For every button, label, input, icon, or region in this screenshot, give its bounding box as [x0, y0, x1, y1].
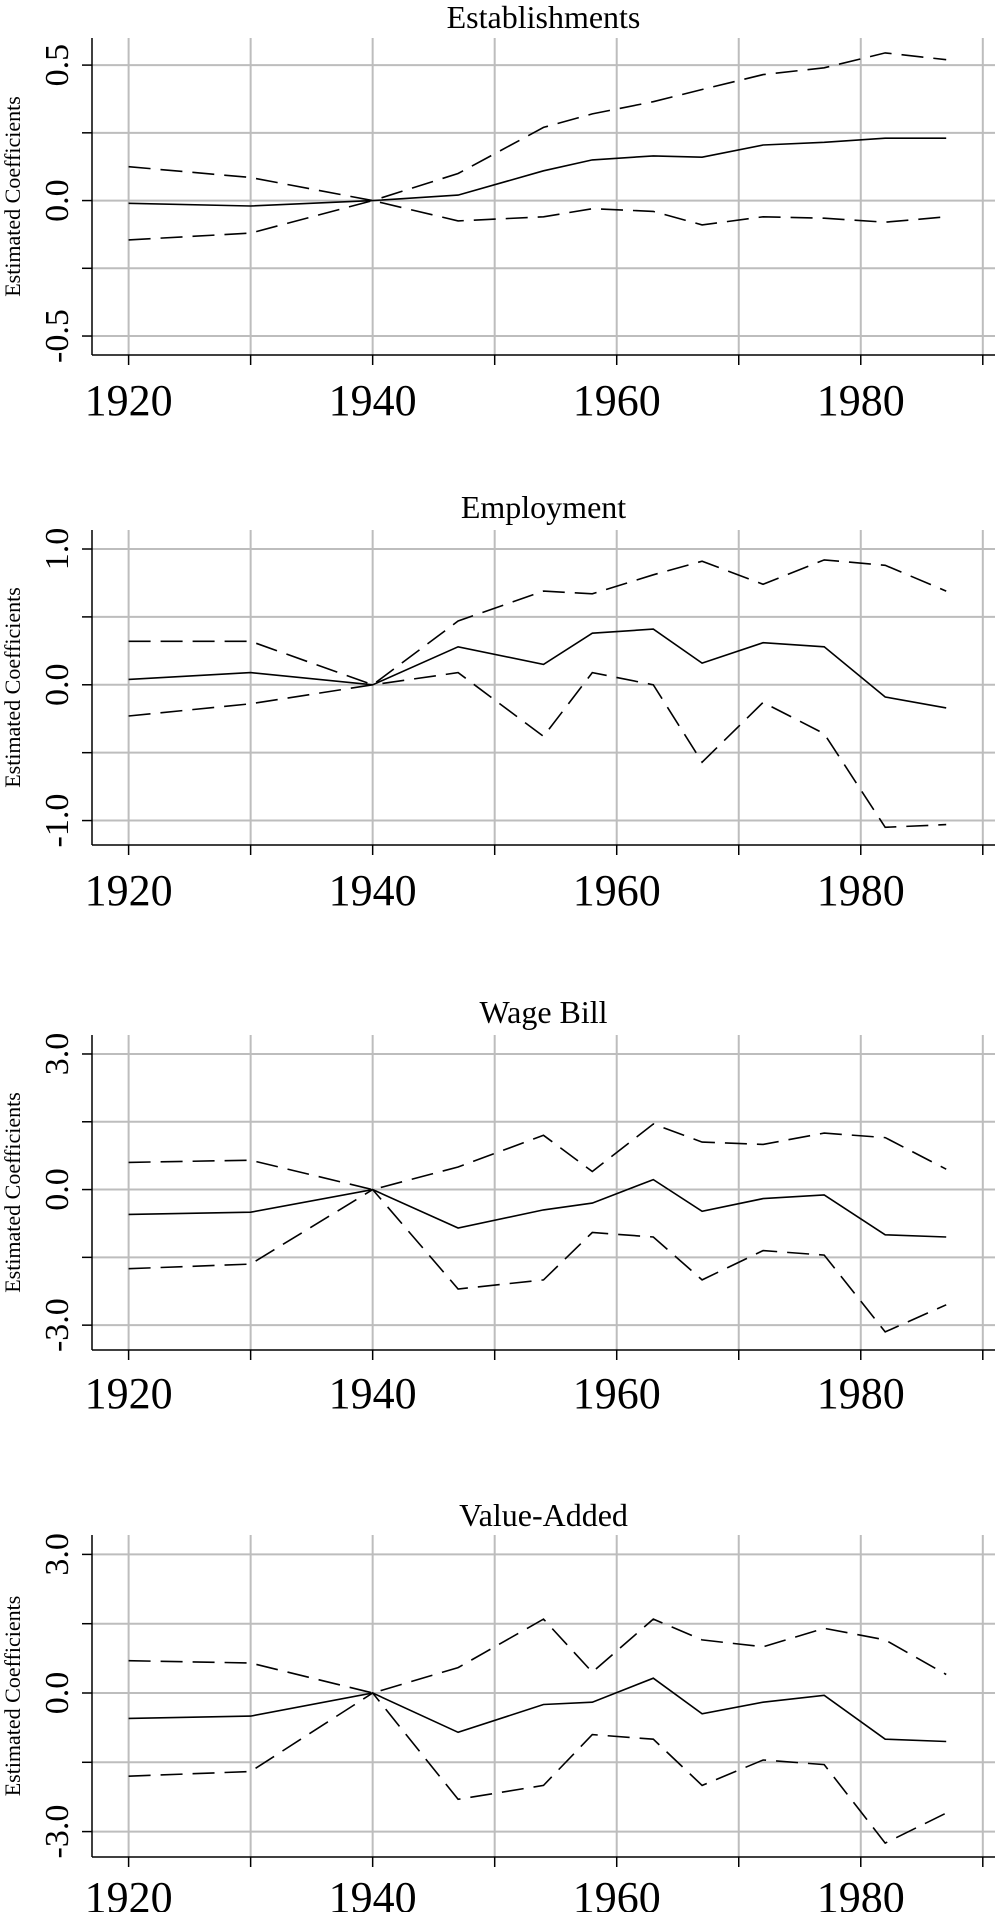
x-tick-label: 1960	[573, 1873, 661, 1912]
y-tick-label: 1.0	[39, 528, 76, 571]
x-tick-label: 1940	[329, 1369, 417, 1418]
x-tick-label: 1920	[85, 1873, 173, 1912]
y-tick-label: 3.0	[39, 1033, 76, 1076]
estimate-line	[128, 628, 947, 709]
x-tick-label: 1940	[329, 376, 417, 425]
x-tick-label: 1980	[817, 1369, 905, 1418]
panel-title: Employment	[461, 489, 626, 525]
lower-ci-line	[128, 1188, 947, 1333]
x-tick-label: 1940	[329, 1873, 417, 1912]
x-tick-label: 1920	[85, 1369, 173, 1418]
y-tick-label: -3.0	[39, 1805, 76, 1859]
panel-title: Value-Added	[459, 1497, 628, 1533]
chart-panel-2: Employment -1.0 0.0 1.0 Estimated Coefficien…	[0, 489, 995, 915]
y-tick-label: -3.0	[39, 1298, 76, 1352]
panel-title: Wage Bill	[479, 994, 607, 1030]
chart-panel-3: Wage Bill -3.0 0.0 3.0 Estimated Coefficient…	[0, 994, 995, 1418]
y-tick-label: 0.0	[39, 179, 76, 222]
y-tick-label: 0.0	[39, 1168, 76, 1211]
x-tick-label: 1980	[817, 866, 905, 915]
x-tick-label: 1980	[817, 376, 905, 425]
y-tick-label: 0.0	[39, 1672, 76, 1715]
y-axis-label: Estimated Coefficients	[0, 1092, 25, 1293]
x-tick-label: 1960	[573, 1369, 661, 1418]
estimate-line	[128, 1178, 947, 1238]
x-tick-label: 1960	[573, 376, 661, 425]
lower-ci-line	[128, 671, 947, 829]
chart-panel-1: Establishments -0.5 0.0 0.5 Estimated Coeffi…	[0, 0, 995, 425]
panel-title: Establishments	[447, 0, 641, 35]
lower-ci-line	[128, 199, 947, 241]
upper-ci-line	[128, 1618, 947, 1694]
x-tick-label: 1940	[329, 866, 417, 915]
x-tick-label: 1920	[85, 866, 173, 915]
estimate-line	[128, 1677, 947, 1743]
x-tick-label: 1920	[85, 376, 173, 425]
chart-panel-4: Value-Added -3.0 0.0 3.0 Estimated Coefficie…	[0, 1497, 995, 1912]
y-axis-label: Estimated Coefficients	[0, 96, 25, 297]
y-axis-label: Estimated Coefficients	[0, 587, 25, 788]
y-tick-label: -1.0	[39, 794, 76, 848]
upper-ci-line	[128, 1123, 947, 1191]
x-tick-label: 1980	[817, 1873, 905, 1912]
estimate-line	[128, 137, 947, 207]
upper-ci-line	[128, 559, 947, 686]
y-tick-label: -0.5	[39, 309, 76, 363]
y-tick-label: 0.0	[39, 664, 76, 707]
x-tick-label: 1960	[573, 866, 661, 915]
y-tick-label: 3.0	[39, 1533, 76, 1576]
y-tick-label: 0.5	[39, 44, 76, 87]
lower-ci-line	[128, 1691, 947, 1845]
y-axis-label: Estimated Coefficients	[0, 1596, 25, 1797]
upper-ci-line	[128, 52, 947, 202]
